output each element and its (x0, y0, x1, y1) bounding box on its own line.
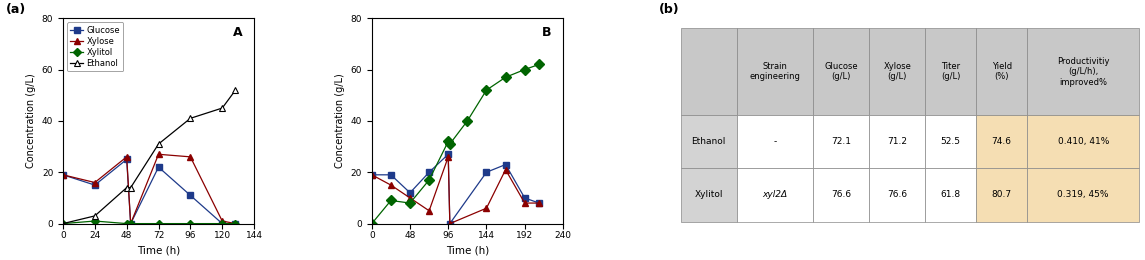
Line: Xylose: Xylose (60, 151, 239, 227)
FancyBboxPatch shape (736, 115, 813, 168)
Text: 80.7: 80.7 (992, 190, 1012, 199)
FancyBboxPatch shape (813, 115, 869, 168)
FancyBboxPatch shape (977, 115, 1027, 168)
Glucose (56, 173, 70, 176)
Y-axis label: Concentration (g/L): Concentration (g/L) (26, 74, 37, 168)
Xylose (56, 173, 70, 176)
Ethanol (120, 186, 134, 189)
Text: (b): (b) (658, 3, 679, 16)
FancyBboxPatch shape (925, 28, 977, 115)
Xylitol (88, 219, 102, 223)
Ethanol (56, 222, 70, 225)
FancyBboxPatch shape (1027, 115, 1139, 168)
Ethanol (215, 107, 229, 110)
X-axis label: Time (h): Time (h) (137, 246, 180, 256)
Text: Xylitol: Xylitol (694, 190, 722, 199)
Xylitol (229, 222, 243, 225)
Text: (a): (a) (6, 3, 26, 16)
FancyBboxPatch shape (977, 28, 1027, 115)
X-axis label: Time (h): Time (h) (445, 246, 489, 256)
Legend: Glucose, Xylose, Xylitol, Ethanol: Glucose, Xylose, Xylitol, Ethanol (68, 22, 124, 71)
FancyBboxPatch shape (869, 115, 925, 168)
Text: 52.5: 52.5 (941, 137, 961, 146)
Xylose (120, 155, 134, 158)
Text: Xylose
(g/L): Xylose (g/L) (883, 62, 911, 81)
Text: 0.410, 41%: 0.410, 41% (1058, 137, 1108, 146)
Xylitol (56, 222, 70, 225)
Text: -: - (773, 137, 776, 146)
Ethanol (151, 142, 165, 146)
FancyBboxPatch shape (813, 168, 869, 222)
Text: Strain
engineering: Strain engineering (750, 62, 800, 81)
Glucose (215, 222, 229, 225)
Glucose (120, 158, 134, 161)
Xylitol (151, 222, 165, 225)
Xylose (88, 181, 102, 184)
FancyBboxPatch shape (977, 168, 1027, 222)
FancyBboxPatch shape (680, 115, 736, 168)
Xylitol (215, 222, 229, 225)
Glucose (183, 194, 197, 197)
FancyBboxPatch shape (736, 168, 813, 222)
Text: Productivitiy
(g/L/h),
improved%: Productivitiy (g/L/h), improved% (1057, 57, 1110, 87)
Text: B: B (542, 27, 552, 40)
Xylitol (124, 222, 137, 225)
Glucose (88, 184, 102, 187)
FancyBboxPatch shape (925, 168, 977, 222)
Line: Xylitol: Xylitol (61, 218, 238, 226)
Text: 71.2: 71.2 (887, 137, 907, 146)
FancyBboxPatch shape (1027, 168, 1139, 222)
Text: 76.6: 76.6 (831, 190, 851, 199)
FancyBboxPatch shape (736, 28, 813, 115)
Xylose (183, 155, 197, 158)
Glucose (124, 222, 137, 225)
Xylitol (183, 222, 197, 225)
Text: A: A (232, 27, 243, 40)
Text: Titer
(g/L): Titer (g/L) (941, 62, 961, 81)
Ethanol (124, 186, 137, 189)
Text: Glucose
(g/L): Glucose (g/L) (824, 62, 858, 81)
Xylose (229, 222, 243, 225)
Line: Glucose: Glucose (60, 156, 238, 227)
FancyBboxPatch shape (680, 28, 736, 115)
Text: 0.319, 45%: 0.319, 45% (1058, 190, 1110, 199)
Glucose (229, 222, 243, 225)
FancyBboxPatch shape (925, 115, 977, 168)
FancyBboxPatch shape (813, 28, 869, 115)
Ethanol (88, 214, 102, 217)
Xylose (215, 219, 229, 223)
Text: Ethanol: Ethanol (692, 137, 726, 146)
Xylitol (120, 222, 134, 225)
Text: 74.6: 74.6 (992, 137, 1012, 146)
Glucose (151, 166, 165, 169)
FancyBboxPatch shape (680, 168, 736, 222)
Y-axis label: Concentration (g/L): Concentration (g/L) (335, 74, 345, 168)
FancyBboxPatch shape (1027, 28, 1139, 115)
Line: Ethanol: Ethanol (60, 87, 239, 227)
Xylose (124, 222, 137, 225)
Text: 72.1: 72.1 (831, 137, 851, 146)
Xylose (151, 153, 165, 156)
Text: Yield
(%): Yield (%) (992, 62, 1012, 81)
Text: 76.6: 76.6 (887, 190, 907, 199)
Text: 61.8: 61.8 (941, 190, 961, 199)
Text: xyl2Δ: xyl2Δ (763, 190, 788, 199)
Ethanol (229, 88, 243, 92)
FancyBboxPatch shape (869, 28, 925, 115)
FancyBboxPatch shape (869, 168, 925, 222)
Ethanol (183, 117, 197, 120)
